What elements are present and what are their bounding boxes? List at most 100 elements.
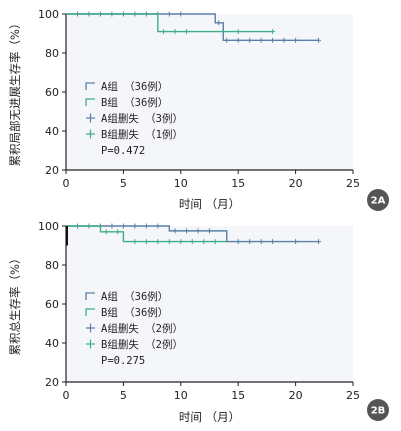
censor-mark-b: [201, 239, 207, 245]
x-tick-label: 5: [120, 177, 127, 190]
y-axis-label: 累积总生存率（%）: [8, 253, 22, 356]
legend-item: A组删失 （3例）: [86, 112, 183, 125]
legend-step-swatch: [85, 292, 95, 300]
y-tick-label: 20: [45, 376, 59, 389]
legend-label: B组删失 （2例）: [101, 338, 183, 351]
x-axis-label: 时间 （月）: [179, 197, 240, 211]
censor-mark-a: [166, 11, 172, 17]
censor-mark-a: [184, 228, 190, 234]
p-value: P=0.275: [101, 355, 145, 367]
y-axis-label: 累积局部无进展生存率（%）: [8, 18, 22, 167]
censor-mark-a: [109, 223, 115, 229]
legend-item: B组删失 （1例）: [86, 128, 183, 141]
legend-label: A组 （36例）: [101, 290, 168, 303]
censor-mark-a: [172, 228, 178, 234]
x-tick-label: 15: [231, 177, 245, 190]
x-tick-label: 25: [346, 389, 360, 402]
x-tick-label: 20: [289, 177, 303, 190]
x-tick-label: 0: [63, 389, 70, 402]
legend-label: B组删失 （1例）: [101, 128, 183, 141]
censor-mark-a: [281, 37, 287, 43]
y-tick-label: 60: [45, 298, 59, 311]
y-tick-label: 40: [45, 125, 59, 138]
censor-mark-b: [235, 29, 241, 35]
censor-mark-b: [115, 229, 121, 235]
censor-mark-a: [270, 239, 276, 245]
legend-label: A组 （36例）: [101, 80, 168, 93]
censor-mark-a: [270, 37, 276, 43]
censor-mark-a: [316, 239, 322, 245]
censor-mark-b: [178, 239, 184, 245]
censor-mark-a: [178, 11, 184, 17]
y-tick-label: 20: [45, 164, 59, 177]
x-axis-label: 时间 （月）: [179, 410, 240, 424]
chart-panel-2a: 20 40 60 80 100 0 5 10 15 20 25 时间 （月） 累积局部无进展生存率（%）…: [8, 8, 389, 211]
censor-mark-a: [235, 37, 241, 43]
censor-mark-a: [316, 37, 322, 43]
censor-mark-a: [195, 228, 201, 234]
censor-mark-a: [155, 223, 161, 229]
y-tick-label: 80: [45, 47, 59, 60]
legend-step-swatch: [85, 308, 95, 316]
censor-mark-a: [293, 37, 299, 43]
series-b-curve: [66, 13, 273, 33]
x-tick-label: 15: [231, 389, 245, 402]
x-tick-label: 0: [63, 177, 70, 190]
badge-circle: [367, 189, 389, 211]
censor-mark-a: [247, 239, 253, 245]
chart-panel-2b: 20 40 60 80 100 0 5 10 15 20 25 时间 （月） 累积总生存率（%） A组 （…: [8, 220, 389, 424]
legend-item: B组 （36例）: [85, 96, 168, 109]
censor-mark-a: [120, 223, 126, 229]
panel-badge: 2A: [367, 189, 389, 211]
censor-mark-a: [235, 239, 241, 245]
censor-mark-a: [143, 223, 149, 229]
legend-label: A组删失 （3例）: [101, 112, 183, 125]
y-tick-label: 100: [38, 8, 59, 21]
series-b-curve: [66, 225, 227, 243]
censor-mark-b: [143, 239, 149, 245]
badge-label: 2B: [371, 406, 386, 417]
censor-mark-b: [172, 29, 178, 35]
censor-mark-a: [216, 20, 222, 26]
censor-mark-b: [155, 239, 161, 245]
censor-mark-b: [184, 29, 190, 35]
badge-label: 2A: [371, 196, 386, 207]
x-tick-label: 25: [346, 177, 360, 190]
censor-mark-b: [212, 239, 218, 245]
y-tick-label: 40: [45, 337, 59, 350]
censor-mark-b: [270, 29, 276, 35]
x-tick-label: 5: [120, 389, 127, 402]
censor-mark-a: [207, 228, 212, 234]
censor-mark-a: [247, 37, 253, 43]
censor-mark-a: [293, 239, 299, 245]
legend-label: B组 （36例）: [101, 306, 168, 319]
censor-mark-b: [103, 229, 109, 235]
censor-mark-a: [258, 37, 264, 43]
plot-area: [66, 226, 353, 382]
censor-mark-b: [161, 29, 167, 35]
legend-label: A组删失 （2例）: [101, 322, 183, 335]
y-tick-label: 60: [45, 86, 59, 99]
legend-step-swatch: [85, 82, 95, 90]
y-tick-label: 80: [45, 259, 59, 272]
censor-mark-a: [224, 37, 230, 43]
panel-badge: 2B: [367, 399, 389, 421]
censor-mark-b: [166, 239, 172, 245]
legend-item: A组 （36例）: [85, 80, 168, 93]
y-tick-label: 100: [38, 220, 59, 233]
legend-item: B组 （36例）: [85, 306, 168, 319]
legend-item: A组删失 （2例）: [86, 322, 183, 335]
p-value: P=0.472: [101, 145, 145, 157]
legend-item: A组 （36例）: [85, 290, 168, 303]
x-tick-label: 20: [289, 389, 303, 402]
legend-label: B组 （36例）: [101, 96, 168, 109]
censor-mark-a: [258, 239, 264, 245]
x-tick-label: 10: [174, 389, 188, 402]
legend-item: B组删失 （2例）: [86, 338, 183, 351]
legend-step-swatch: [85, 98, 95, 106]
censor-mark-a: [132, 223, 138, 229]
censor-mark-b: [189, 239, 195, 245]
badge-circle: [367, 399, 389, 421]
x-tick-label: 10: [174, 177, 188, 190]
